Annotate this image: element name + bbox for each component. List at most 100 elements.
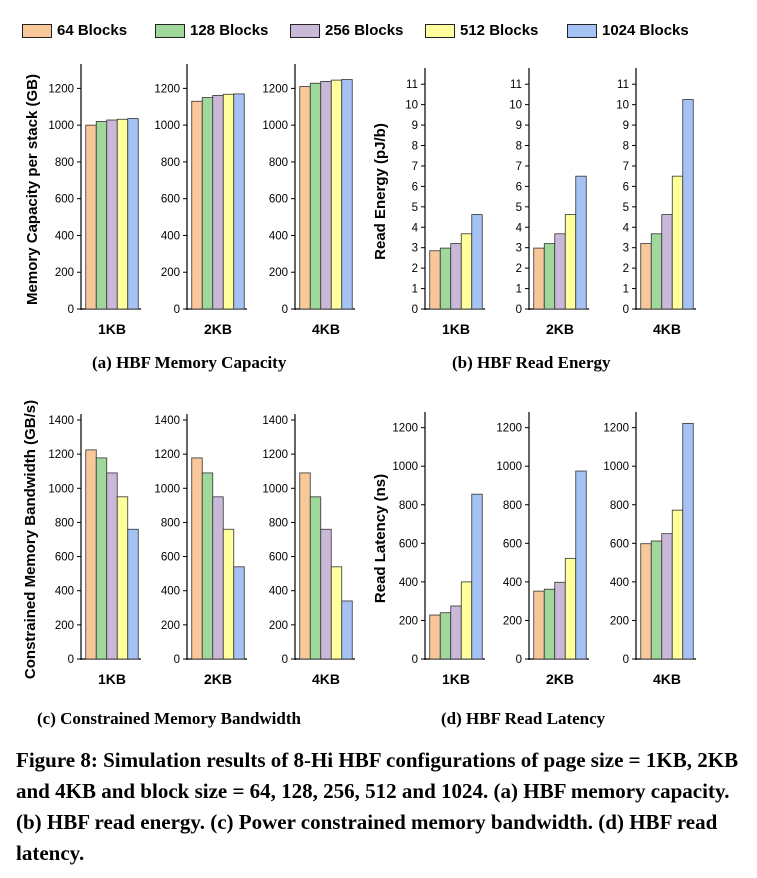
y-tick-label: 8: [516, 141, 522, 153]
y-tick-label: 800: [161, 517, 180, 529]
bar-a-2KB-1024-blocks: [233, 93, 245, 310]
y-tick-label: 8: [623, 141, 629, 153]
x-category-label: 4KB: [312, 671, 340, 687]
legend-label: 64 Blocks: [57, 22, 128, 39]
x-category-label: 1KB: [98, 321, 126, 337]
y-axis-title: Constrained Memory Bandwidth (GB/s): [22, 400, 39, 679]
bar-c-4KB-1024-blocks: [341, 600, 353, 660]
x-category-label: 4KB: [653, 321, 681, 337]
y-tick-label: 0: [174, 304, 180, 316]
y-tick-label: 600: [55, 552, 74, 564]
legend-swatch: [22, 23, 52, 38]
y-tick-label: 1200: [262, 449, 288, 461]
bar-b-2KB-512-blocks: [564, 214, 577, 310]
bar-d-1KB-128-blocks: [439, 612, 452, 660]
y-tick-label: 400: [503, 577, 522, 589]
x-category-label: 1KB: [442, 321, 470, 337]
y-tick-label: 400: [399, 577, 418, 589]
bar-d-4KB-64-blocks: [640, 543, 652, 660]
y-tick-label: 1: [412, 284, 418, 296]
bar-c-1KB-1024-blocks: [127, 528, 139, 660]
y-tick-label: 800: [399, 500, 418, 512]
bar-d-4KB-512-blocks: [671, 509, 684, 660]
bar-a-1KB-512-blocks: [116, 118, 129, 310]
bar-a-2KB-128-blocks: [201, 97, 214, 310]
y-tick-label: 9: [623, 120, 629, 132]
bar-b-4KB-512-blocks: [671, 175, 684, 310]
y-tick-label: 200: [610, 615, 629, 627]
y-tick-label: 400: [269, 230, 288, 242]
bar-b-1KB-512-blocks: [460, 233, 473, 310]
bar-d-2KB-64-blocks: [533, 590, 545, 660]
bar-d-2KB-512-blocks: [564, 557, 577, 660]
bar-d-1KB-64-blocks: [429, 614, 441, 660]
x-category-label: 2KB: [546, 671, 574, 687]
bar-b-1KB-128-blocks: [439, 247, 452, 310]
y-tick-label: 5: [623, 202, 629, 214]
bar-c-1KB-128-blocks: [95, 457, 108, 660]
y-tick-label: 10: [509, 100, 522, 112]
bar-b-4KB-256-blocks: [661, 214, 673, 310]
x-category-label: 2KB: [204, 321, 232, 337]
y-tick-label: 1000: [262, 483, 288, 495]
legend-item: 128 Blocks: [155, 22, 268, 39]
y-tick-label: 600: [269, 552, 288, 564]
y-tick-label: 200: [399, 615, 418, 627]
y-tick-label: 0: [516, 654, 522, 666]
y-tick-label: 0: [516, 304, 522, 316]
y-tick-label: 600: [161, 194, 180, 206]
y-tick-label: 200: [269, 267, 288, 279]
y-tick-label: 2: [412, 263, 418, 275]
y-tick-label: 400: [610, 577, 629, 589]
bar-b-2KB-64-blocks: [533, 247, 545, 310]
y-tick-label: 1400: [48, 415, 74, 427]
caption-a: (a) HBF Memory Capacity: [92, 353, 287, 372]
y-tick-label: 1000: [154, 483, 180, 495]
y-tick-label: 1200: [262, 83, 288, 95]
bar-c-4KB-64-blocks: [299, 472, 311, 660]
caption-d: (d) HBF Read Latency: [441, 709, 606, 728]
bar-a-4KB-512-blocks: [330, 79, 343, 310]
bar-a-1KB-128-blocks: [95, 121, 108, 310]
legend-label: 1024 Blocks: [602, 22, 689, 39]
bar-c-4KB-256-blocks: [320, 528, 332, 660]
y-tick-label: 3: [623, 243, 629, 255]
y-tick-label: 1200: [154, 83, 180, 95]
bar-a-2KB-512-blocks: [222, 93, 235, 310]
y-tick-label: 1000: [496, 461, 522, 473]
y-tick-label: 10: [405, 100, 418, 112]
bar-b-2KB-256-blocks: [554, 233, 566, 310]
bar-c-4KB-128-blocks: [309, 496, 322, 660]
y-tick-label: 600: [269, 194, 288, 206]
y-tick-label: 6: [623, 181, 629, 193]
y-axis-title: Read Energy (pJ/b): [372, 123, 389, 260]
caption-b: (b) HBF Read Energy: [452, 353, 611, 372]
legend-item: 64 Blocks: [22, 22, 127, 39]
figure-caption: Figure 8: Simulation results of 8-Hi HBF…: [16, 748, 739, 865]
legend-item: 1024 Blocks: [567, 22, 689, 39]
bar-c-1KB-64-blocks: [85, 449, 97, 660]
y-tick-label: 4: [412, 222, 419, 234]
legend-label: 256 Blocks: [325, 22, 404, 39]
charts-canvas: Memory Capacity per stack (GB)0200400600…: [22, 64, 696, 687]
y-tick-label: 6: [516, 181, 522, 193]
bar-b-1KB-1024-blocks: [471, 214, 483, 310]
y-tick-label: 11: [406, 79, 418, 91]
bar-c-1KB-512-blocks: [116, 496, 129, 660]
y-tick-label: 0: [68, 304, 74, 316]
legend-swatch: [290, 23, 320, 38]
y-tick-label: 1: [516, 284, 522, 296]
y-tick-label: 1200: [496, 423, 522, 435]
y-tick-label: 200: [269, 620, 288, 632]
y-tick-label: 7: [516, 161, 522, 173]
y-tick-label: 1000: [392, 461, 418, 473]
bar-d-4KB-1024-blocks: [682, 422, 694, 660]
x-category-label: 2KB: [204, 671, 232, 687]
y-tick-label: 600: [161, 552, 180, 564]
y-tick-label: 200: [161, 267, 180, 279]
bar-d-1KB-256-blocks: [450, 605, 462, 660]
x-category-label: 1KB: [442, 671, 470, 687]
bar-c-2KB-64-blocks: [191, 457, 203, 660]
bar-b-4KB-1024-blocks: [682, 99, 694, 310]
y-tick-label: 200: [55, 620, 74, 632]
